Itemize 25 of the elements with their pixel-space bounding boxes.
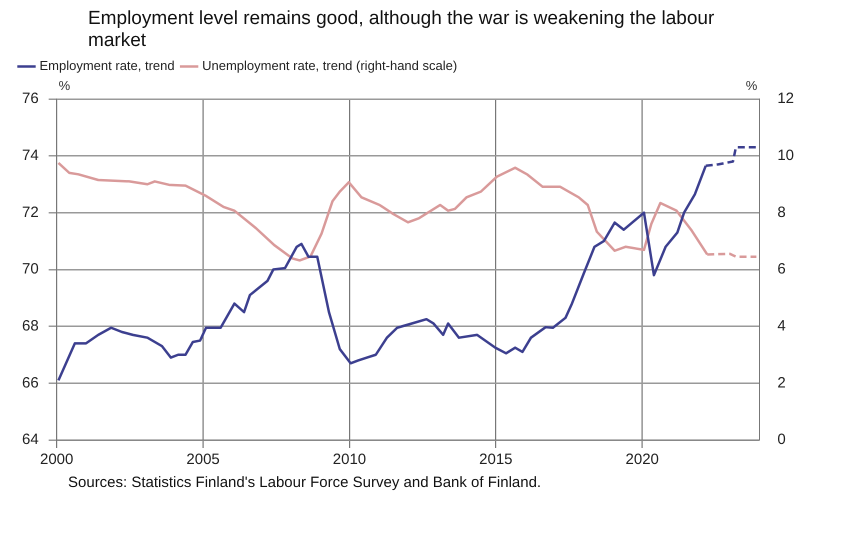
- x-tick-label: 2005: [186, 451, 220, 468]
- x-tick-label: 2010: [332, 451, 366, 468]
- y2-tick-label: 12: [777, 90, 794, 108]
- y2-tick-label: 2: [777, 374, 786, 392]
- y2-tick-label: 4: [777, 317, 786, 334]
- y-tick-label: 68: [22, 317, 39, 334]
- y-tick-label: 64: [22, 431, 39, 448]
- legend-label: Employment rate, trend: [40, 58, 175, 74]
- x-tick-label: 2000: [40, 451, 74, 468]
- x-tick-label: 2015: [479, 451, 513, 468]
- y2-tick-label: 10: [777, 146, 794, 164]
- chart-title: Employment level remains good, although the war is weakening the labour market: [87, 8, 716, 52]
- y2-tick-label: 0: [777, 431, 786, 448]
- y-tick-label: 76: [22, 90, 39, 108]
- y2-tick-label: 6: [777, 260, 786, 278]
- y-axis-title: %: [58, 78, 71, 94]
- source-note: Sources: Statistics Finland's Labour Force Survey and Bank of Finland.: [67, 474, 542, 491]
- y-tick-label: 66: [22, 374, 39, 392]
- y-tick-label: 72: [22, 204, 39, 221]
- x-tick-label: 2020: [626, 451, 659, 468]
- y2-tick-label: 8: [777, 204, 786, 221]
- y-tick-label: 74: [22, 146, 39, 164]
- y-tick-label: 70: [22, 260, 39, 278]
- y2-axis-title: %: [746, 78, 758, 94]
- legend-label: Unemployment rate, trend (right-hand scale): [202, 58, 458, 74]
